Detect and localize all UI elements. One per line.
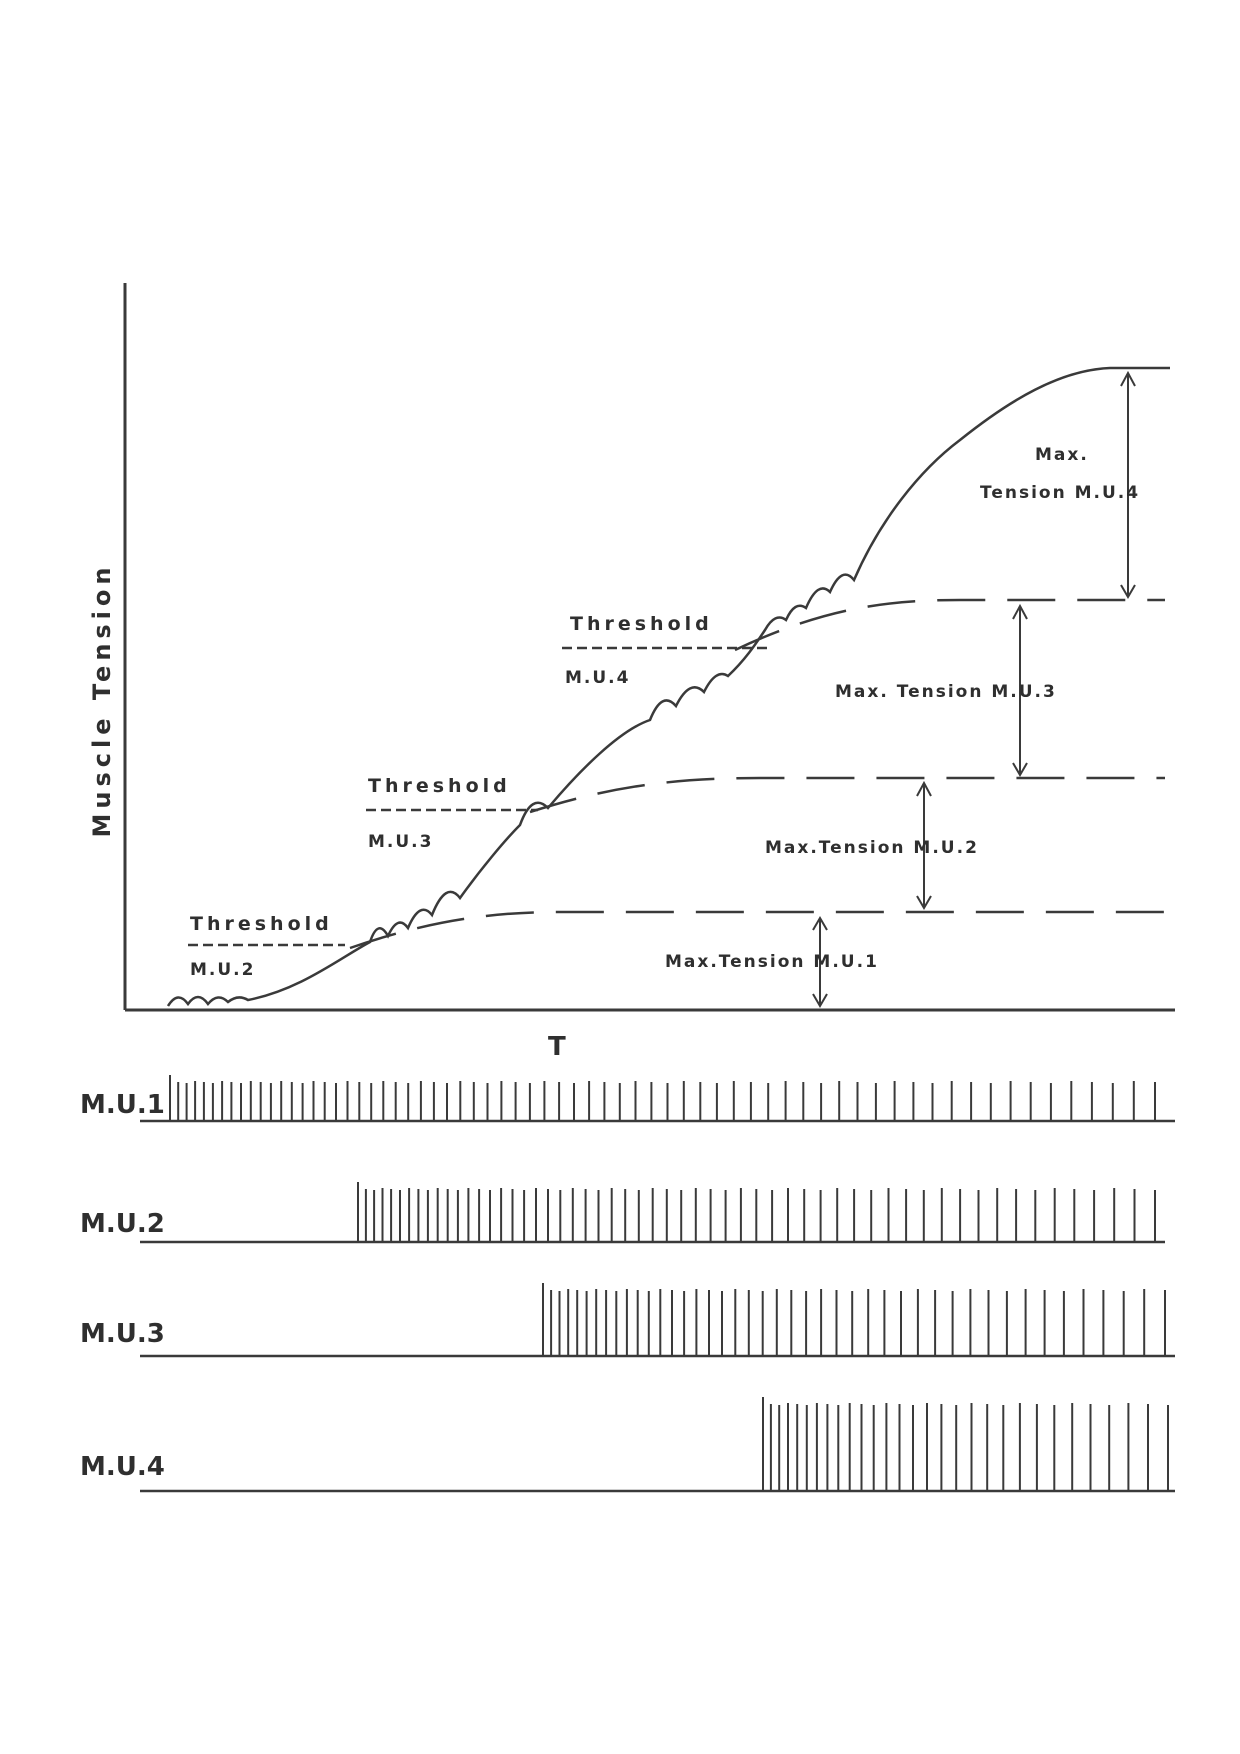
spikes	[762, 1397, 1169, 1491]
max-tension-curves	[349, 598, 1165, 950]
total-tension-curve	[166, 366, 1170, 1007]
spike-train-mu4: M.U.4	[80, 1397, 1175, 1493]
spike-train-mu2: M.U.2	[80, 1182, 1165, 1244]
y-axis-label: Muscle Tension	[88, 563, 116, 838]
threshold-mu3-title: Threshold	[368, 775, 511, 797]
mu3-tension-curve	[734, 598, 1165, 652]
mu1-tension-curve	[349, 910, 1165, 950]
threshold-mu4-unit: M.U.4	[565, 668, 630, 688]
mu1-arrow	[812, 916, 828, 1008]
axes	[123, 283, 1175, 1012]
spike-train-label: M.U.3	[80, 1319, 165, 1349]
spikes	[169, 1075, 1156, 1121]
mu3-arrow	[1012, 603, 1028, 777]
max-tension-mu3-label: Max. Tension M.U.3	[835, 682, 1057, 702]
x-axis-label: T	[548, 1032, 566, 1062]
spike-train-label: M.U.4	[80, 1452, 165, 1482]
spike-train-mu3: M.U.3	[80, 1283, 1175, 1358]
mu4-arrow	[1120, 370, 1136, 599]
max-tension-arrows	[812, 370, 1136, 1008]
threshold-mu2-title: Threshold	[190, 913, 333, 935]
mu2-tension-curve	[529, 776, 1165, 814]
threshold-mu3-unit: M.U.3	[368, 832, 433, 852]
spikes	[357, 1182, 1156, 1242]
mu2-arrow	[916, 780, 932, 910]
threshold-mu4: Threshold M.U.4	[562, 613, 770, 688]
max-tension-mu1-label: Max.Tension M.U.1	[665, 952, 879, 972]
spike-train-label: M.U.1	[80, 1090, 165, 1120]
threshold-mu4-title: Threshold	[570, 613, 713, 635]
threshold-mu2: Threshold M.U.2	[188, 913, 345, 980]
spike-train-mu1: M.U.1	[80, 1075, 1175, 1123]
threshold-mu3: Threshold M.U.3	[366, 775, 538, 852]
max-tension-mu2-label: Max.Tension M.U.2	[765, 838, 979, 858]
spike-train-label: M.U.2	[80, 1209, 165, 1239]
threshold-mu2-unit: M.U.2	[190, 960, 255, 980]
max-tension-mu4-label-line2: Tension M.U.4	[980, 483, 1140, 503]
max-tension-mu4-label-line1: Max.	[1035, 445, 1089, 465]
spikes	[542, 1283, 1166, 1356]
